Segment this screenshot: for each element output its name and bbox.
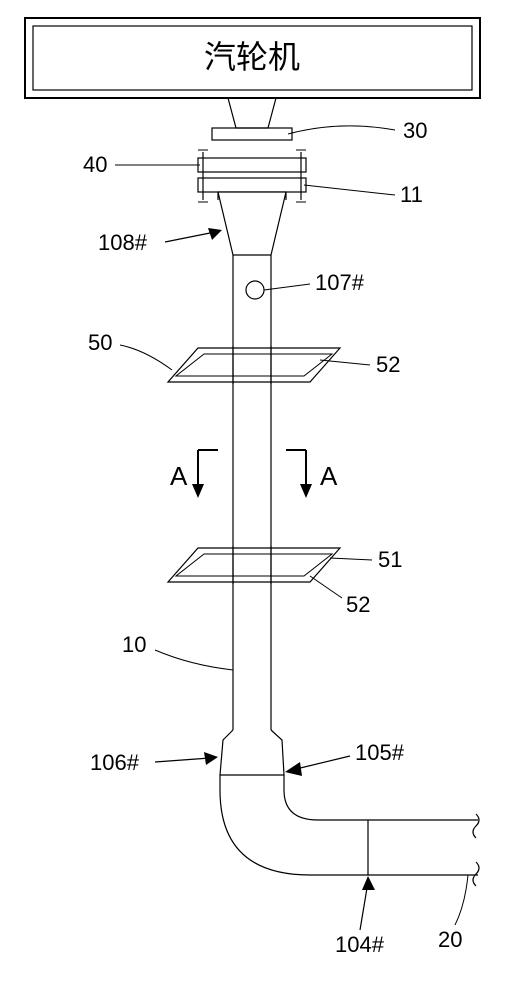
- knob-107: [246, 281, 264, 299]
- leader-104: [360, 876, 375, 930]
- section-A-right-label: A: [320, 461, 338, 491]
- leader-51: [330, 558, 372, 560]
- leader-52b: [310, 576, 342, 598]
- section-A-left-label: A: [170, 461, 188, 491]
- flange-40-upper: [198, 158, 306, 172]
- label-30: 30: [403, 118, 427, 143]
- section-A-right: [286, 450, 312, 498]
- label-107: 107#: [315, 270, 365, 295]
- label-108: 108#: [98, 230, 148, 255]
- leader-106: [155, 752, 218, 765]
- break-mark-bot: [473, 862, 479, 886]
- flange-30: [212, 128, 292, 140]
- leader-105: [285, 756, 350, 776]
- label-52b: 52: [346, 592, 370, 617]
- label-105: 105#: [355, 740, 405, 765]
- label-104: 104#: [335, 932, 385, 957]
- leader-20: [455, 875, 468, 925]
- plate-upper: [168, 348, 340, 382]
- break-mark-top: [473, 814, 479, 838]
- plate-lower: [168, 548, 340, 582]
- cone-108: [218, 192, 286, 255]
- leader-30: [288, 126, 395, 134]
- leader-10: [155, 650, 233, 670]
- label-52a: 52: [376, 352, 400, 377]
- leader-108: [165, 228, 222, 242]
- section-A-left: [192, 450, 218, 498]
- elbow-outer: [220, 790, 478, 875]
- label-51: 51: [378, 547, 402, 572]
- label-10: 10: [122, 632, 146, 657]
- leader-50: [120, 345, 172, 370]
- elbow-inner: [284, 790, 478, 820]
- title-text: 汽轮机: [204, 39, 300, 75]
- leader-11: [304, 185, 395, 195]
- label-20: 20: [438, 927, 462, 952]
- label-50: 50: [88, 330, 112, 355]
- cone-top: [228, 98, 276, 128]
- label-11: 11: [400, 182, 423, 207]
- label-106: 106#: [90, 750, 140, 775]
- flange-11-lower: [198, 178, 306, 192]
- label-40: 40: [83, 152, 107, 177]
- bell-106-105: [220, 730, 284, 775]
